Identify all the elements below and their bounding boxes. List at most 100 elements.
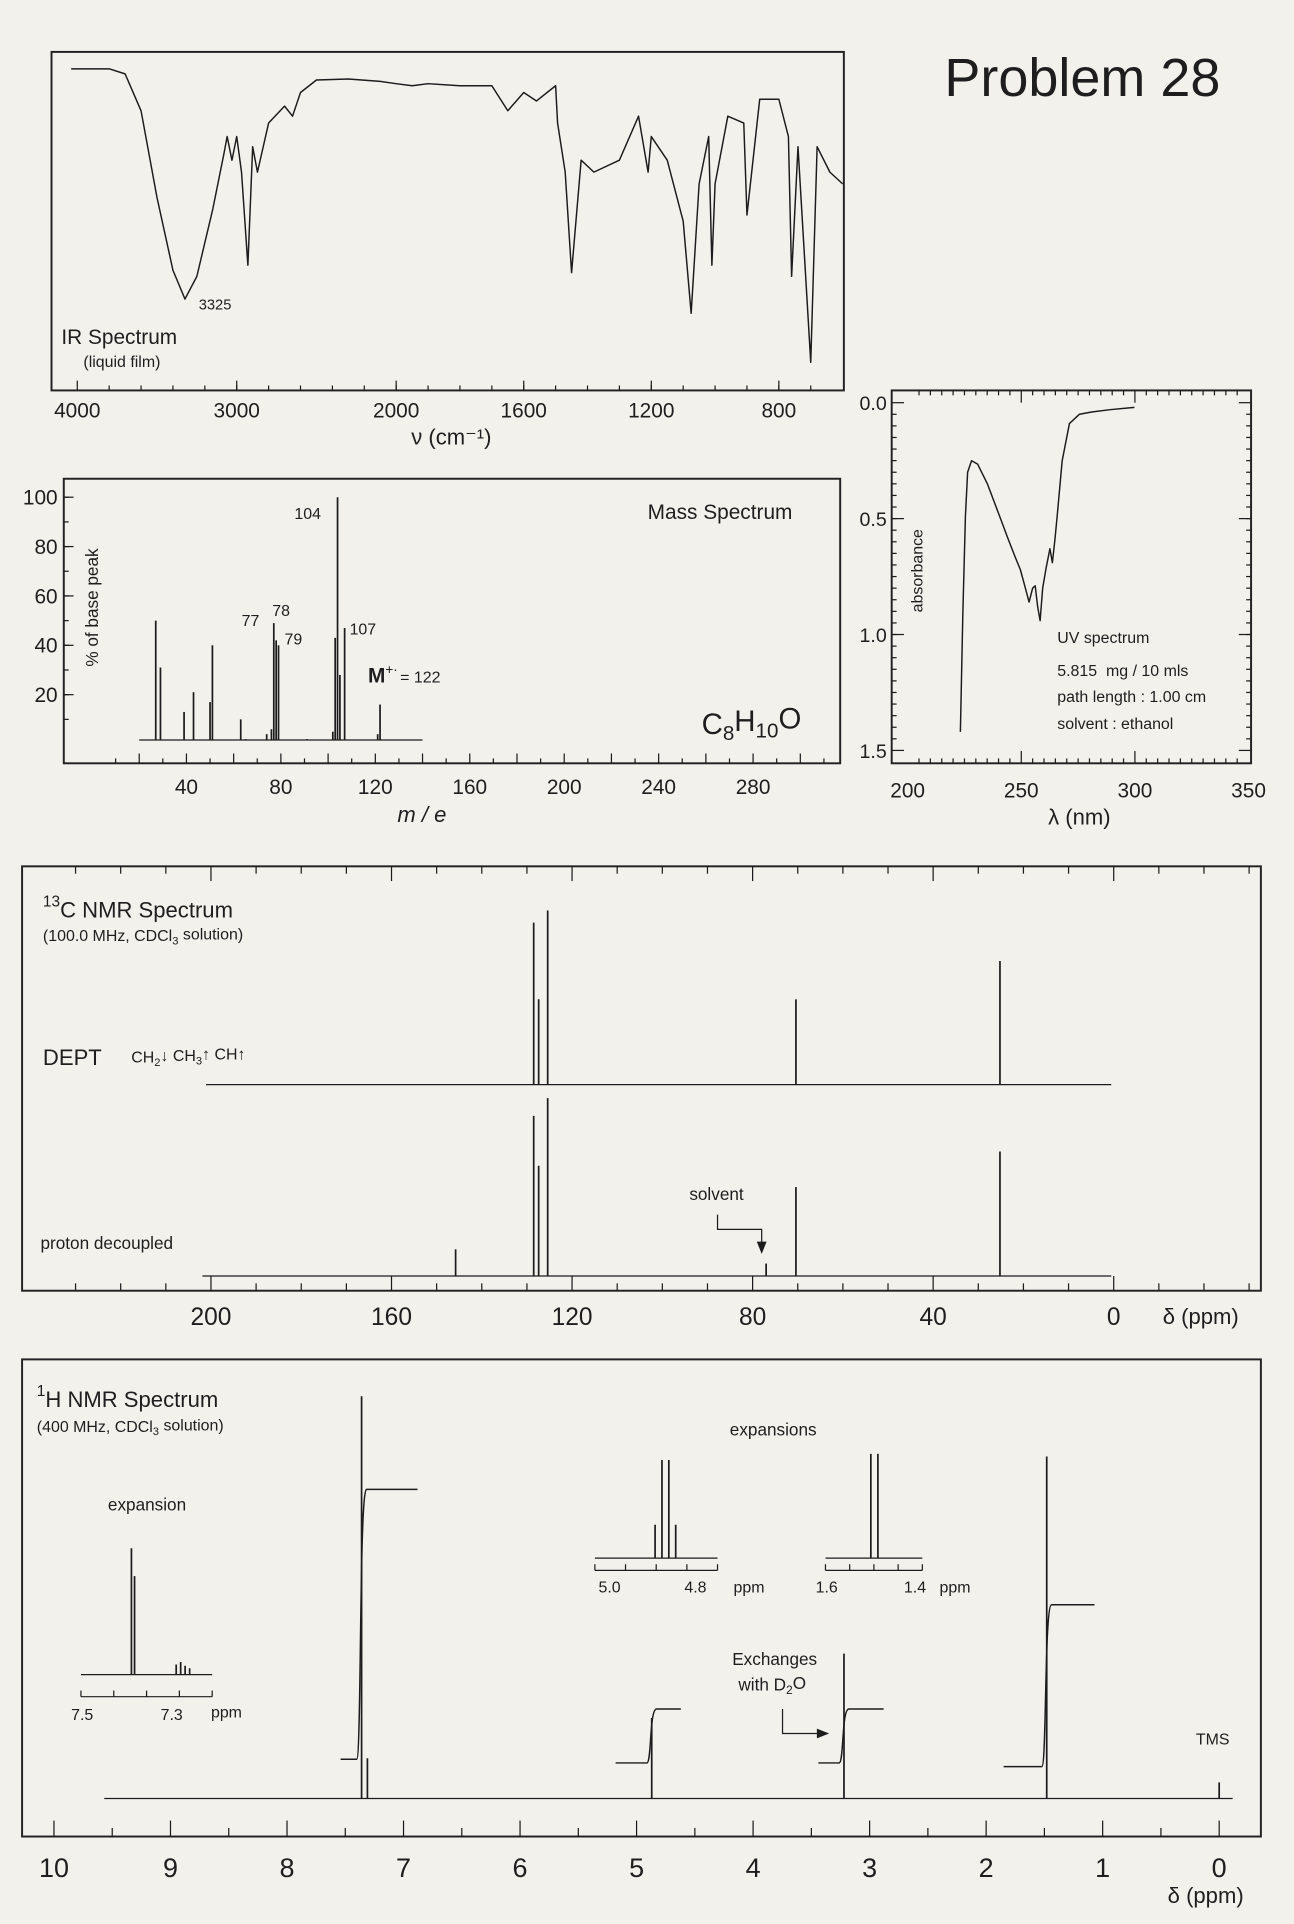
c13-subtitle: (100.0 MHz, CDCl3​ solution) — [43, 927, 243, 948]
integral-curve — [340, 1488, 418, 1760]
uv-y-tick-label: 1.5 — [860, 741, 887, 763]
ir-x-tick-label: 2000 — [373, 399, 419, 422]
dept-label: DEPT — [43, 1045, 102, 1070]
molecular-ion-value: = 122 — [400, 669, 440, 686]
h1-x-tick-label: 6 — [513, 1853, 528, 1883]
solvent-arrow — [716, 1214, 763, 1250]
ms-label-107: 107 — [350, 622, 377, 639]
ms-x-tick-label: 240 — [641, 776, 676, 799]
uv-title: UV spectrum — [1057, 630, 1149, 647]
c13-x-tick-label: 120 — [552, 1304, 593, 1331]
integral-curve — [818, 1708, 884, 1764]
molecular-ion-label: M+·= 122 — [368, 662, 441, 688]
uv-path-length: path length : 1.00 cm — [1057, 689, 1206, 706]
ms-y-tick-label: 100 — [23, 487, 58, 510]
c13-x-tick-label: 160 — [371, 1304, 412, 1331]
inset-ch3-unit: ppm — [940, 1579, 971, 1596]
h1-x-tick-label: 10 — [39, 1853, 69, 1883]
ms-x-tick-label: 200 — [547, 776, 582, 799]
ms-x-tick-label: 160 — [452, 776, 487, 799]
h1-x-tick-label: 0 — [1212, 1853, 1227, 1883]
ms-x-tick-label: 120 — [358, 776, 393, 799]
ir-frame — [50, 50, 845, 392]
h1-x-tick-label: 1 — [1095, 1853, 1110, 1883]
expansions-label: expansions — [730, 1419, 817, 1439]
h1-x-tick-label: 5 — [629, 1853, 644, 1883]
ir-subtitle: (liquid film) — [83, 354, 160, 371]
tms-label: TMS — [1196, 1732, 1230, 1749]
molecular-ion-symbol: M — [368, 664, 385, 687]
exchange-label-1: Exchanges — [732, 1649, 817, 1669]
ms-y-tick-label: 40 — [34, 635, 57, 658]
ir-spectrum-chart: 3325 IR Spectrum (liquid film) ν (cm⁻¹) … — [50, 50, 845, 449]
h1-x-tick-label: 9 — [163, 1853, 178, 1883]
uv-ylabel: absorbance — [909, 529, 926, 612]
solvent-arrowhead — [756, 1241, 767, 1254]
ms-label-77: 77 — [242, 613, 260, 630]
c13-frame — [21, 865, 1262, 1292]
uv-y-tick-label: 1.0 — [860, 625, 887, 647]
dept-phases: CH2​↓ CH3​↑ CH↑ — [131, 1047, 245, 1069]
inset-aromatic-tick-label: 7.3 — [161, 1707, 183, 1724]
expansion-label: expansion — [108, 1494, 186, 1514]
ir-x-tick-label: 3000 — [214, 399, 260, 422]
h1-x-tick-label: 4 — [746, 1853, 761, 1883]
uv-frame — [890, 389, 1253, 765]
ms-x-tick-label: 80 — [269, 776, 292, 799]
inset-aromatic-unit: ppm — [211, 1705, 242, 1722]
ms-x-tick-label: 280 — [736, 776, 771, 799]
uv-x-tick-label: 250 — [1004, 780, 1039, 803]
molecular-formula: C8​H10​O — [702, 703, 802, 745]
inset-aromatic-tick-label: 7.5 — [71, 1707, 93, 1724]
ms-xlabel: m / e — [397, 802, 446, 827]
inset-ch3-tick-label: 1.4 — [904, 1579, 926, 1596]
uv-xlabel: λ (nm) — [1048, 805, 1111, 830]
solvent-label: solvent — [689, 1184, 744, 1204]
ms-label-104: 104 — [294, 506, 321, 523]
inset-ch-unit: ppm — [733, 1579, 764, 1596]
uv-trace — [959, 406, 1135, 732]
ir-x-tick-label: 1200 — [628, 399, 674, 422]
ir-peak-label: 3325 — [199, 297, 232, 313]
ir-trace — [71, 68, 844, 364]
ir-x-tick-label: 4000 — [54, 399, 100, 422]
uv-y-tick-label: 0.5 — [860, 509, 887, 531]
molecular-ion-charge: +· — [385, 662, 397, 677]
ir-x-tick-label: 800 — [761, 399, 796, 422]
inset-ch3-tick-label: 1.6 — [816, 1579, 838, 1596]
c13-title: 13C NMR Spectrum — [43, 893, 233, 922]
h1-x-tick-label: 8 — [280, 1853, 295, 1883]
h1-x-tick-label: 7 — [396, 1853, 411, 1883]
integral-curve — [615, 1708, 681, 1764]
exchange-label-2: with D2​O — [737, 1673, 806, 1697]
ir-x-tick-label: 1600 — [501, 399, 547, 422]
uv-x-tick-label: 300 — [1118, 780, 1153, 803]
ir-xlabel: ν (cm⁻¹) — [411, 424, 491, 449]
ms-y-tick-label: 60 — [34, 585, 57, 608]
inset-ch-tick-label: 5.0 — [599, 1579, 621, 1596]
uv-x-tick-label: 350 — [1231, 780, 1266, 803]
problem-title: Problem 28 — [944, 48, 1220, 108]
ms-label-78: 78 — [272, 603, 290, 620]
ms-label-79: 79 — [285, 631, 303, 648]
uv-x-tick-label: 200 — [890, 780, 925, 803]
c13-x-tick-label: 40 — [920, 1304, 947, 1331]
c13-nmr-chart: 13C NMR Spectrum (100.0 MHz, CDCl3​ solu… — [21, 865, 1262, 1331]
ms-title: Mass Spectrum — [648, 501, 793, 524]
h1-title: 1H NMR Spectrum — [37, 1383, 218, 1412]
c13-x-tick-label: 0 — [1107, 1304, 1121, 1331]
c13-xlabel: δ (ppm) — [1163, 1304, 1239, 1329]
ms-y-tick-label: 20 — [34, 684, 57, 707]
integral-curve — [1003, 1603, 1095, 1768]
exchange-arrowhead — [816, 1728, 830, 1739]
ms-x-tick-label: 40 — [175, 776, 198, 799]
h1-nmr-chart: 1H NMR Spectrum (400 MHz, CDCl3​ solutio… — [21, 1358, 1262, 1908]
inset-ch-tick-label: 4.8 — [684, 1579, 706, 1596]
ms-ylabel: % of base peak — [82, 548, 102, 667]
uv-y-tick-label: 0.0 — [860, 393, 887, 415]
uv-concentration: 5.815 mg / 10 mls — [1057, 663, 1188, 680]
h1-xlabel: δ (ppm) — [1168, 1883, 1244, 1908]
c13-x-tick-label: 200 — [191, 1304, 232, 1331]
uv-solvent: solvent : ethanol — [1057, 716, 1173, 733]
